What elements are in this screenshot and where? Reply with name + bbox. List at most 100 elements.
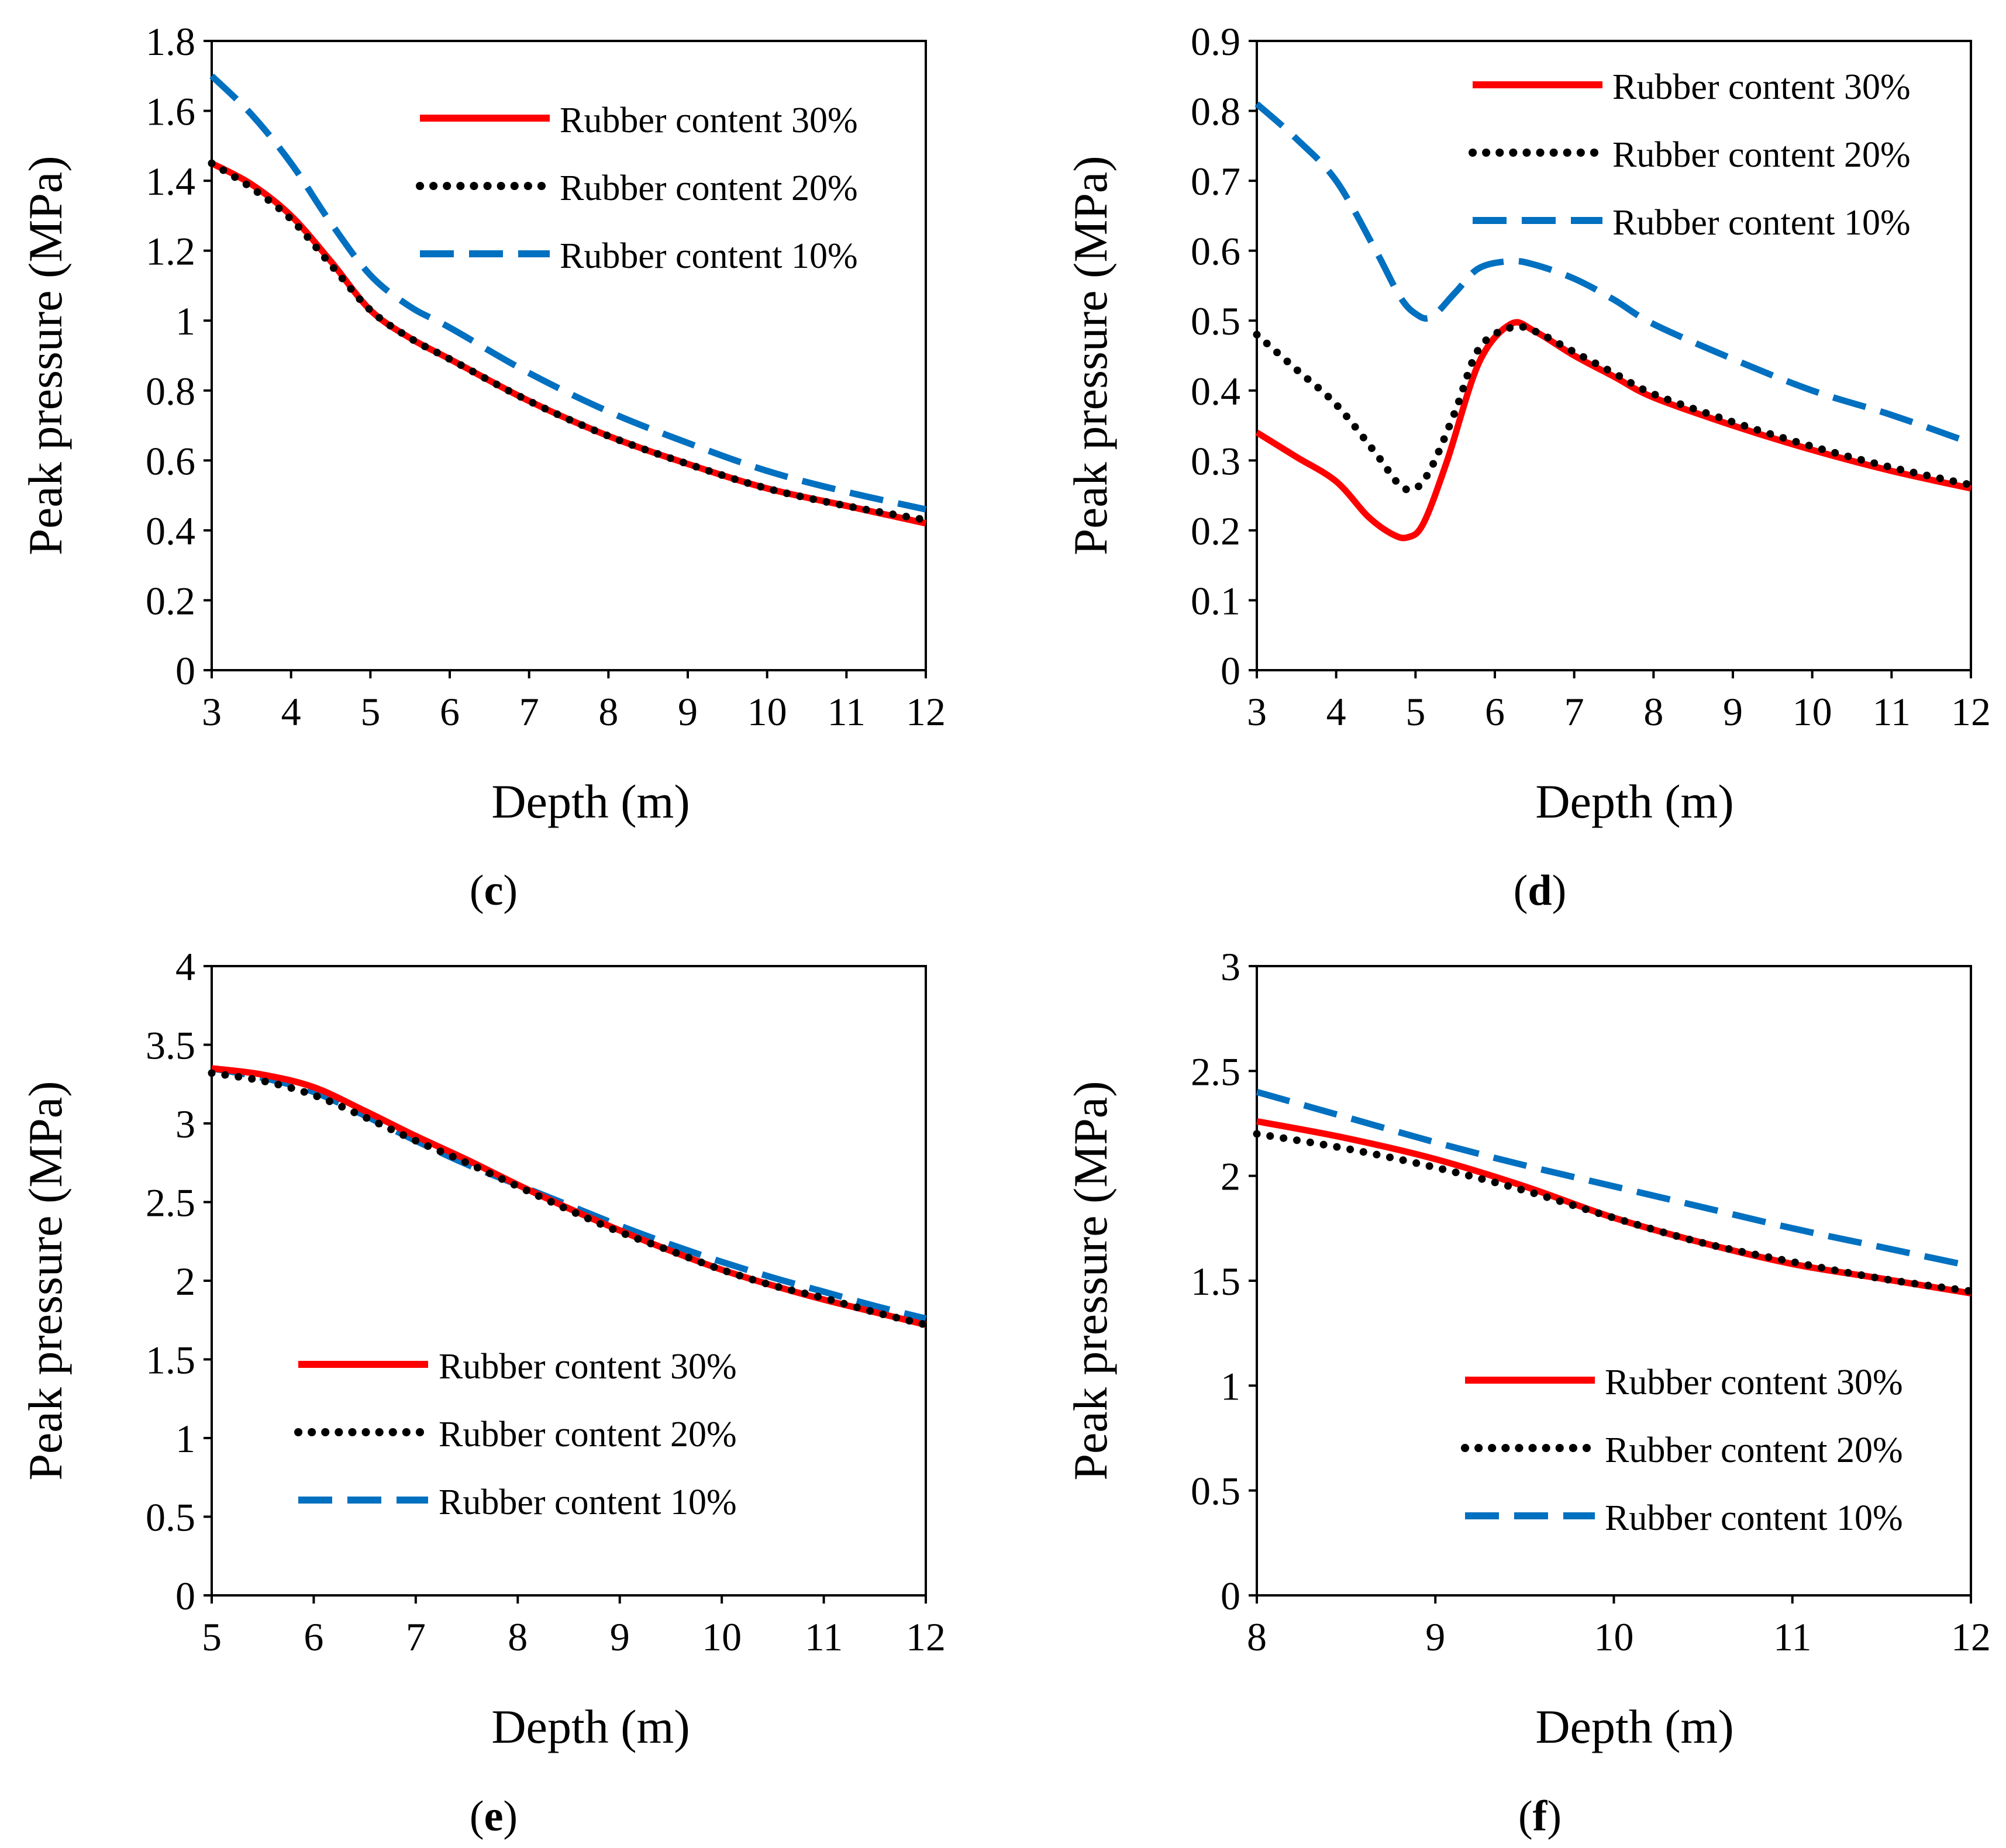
- y-tick-label: 4: [175, 944, 195, 989]
- series-line-d-rubber-content-30: [1255, 319, 1972, 542]
- y-tick-label: 1.2: [146, 229, 195, 274]
- panel-e: 0 0.5 1 1.5 2 2.5 3 3.5 4 5 6 7 8 9 10 11 12 Peak press…: [19, 944, 946, 1840]
- x-tick-label: 7: [519, 689, 539, 734]
- y-tick-label: 0.5: [146, 1495, 195, 1540]
- y-tick-label: 1.6: [146, 89, 195, 134]
- x-axis-label-e: Depth (m): [491, 1700, 690, 1753]
- x-tick-label: 3: [202, 689, 222, 734]
- series-lines-f: [1253, 1088, 1975, 1297]
- x-tick-label: 6: [1485, 689, 1505, 734]
- y-tick-label: 0.8: [146, 369, 195, 413]
- y-tick-label: 0.5: [1191, 1469, 1240, 1513]
- tick-marks-d: [1249, 40, 1972, 678]
- y-tick-label: 1.4: [146, 159, 195, 204]
- y-tick-label: 0: [1221, 649, 1240, 693]
- panel-label-d: (d): [1514, 867, 1566, 915]
- x-tick-label: 8: [1643, 689, 1663, 734]
- legend-e: Rubber content 30% Rubber content 20% Ru…: [294, 1347, 737, 1522]
- x-tick-label: 6: [440, 689, 460, 734]
- legend-label-e-1: Rubber content 20%: [439, 1415, 737, 1454]
- series-line-c-rubber-content-20: [208, 159, 930, 524]
- y-tick-label: 0.1: [1191, 578, 1240, 623]
- x-tick-label: 8: [1247, 1615, 1267, 1659]
- legend-label-e-2: Rubber content 10%: [439, 1482, 737, 1522]
- y-tick-label: 0.5: [1191, 299, 1240, 343]
- x-tick-label: 7: [406, 1615, 426, 1659]
- legend-label-d-1: Rubber content 20%: [1612, 135, 1911, 175]
- y-tick-label: 1.8: [146, 19, 195, 64]
- x-tick-label: 9: [1723, 689, 1743, 734]
- legend-label-f-0: Rubber content 30%: [1605, 1363, 1903, 1402]
- y-tick-label: 0.2: [146, 578, 195, 623]
- x-tick-label: 10: [1793, 689, 1832, 734]
- x-tick-label: 8: [598, 689, 618, 734]
- series-lines-e: [208, 1065, 930, 1329]
- series-line-f-rubber-content-20: [1253, 1130, 1975, 1295]
- y-tick-labels-f: 0 0.5 1 1.5 2 2.5 3: [1191, 944, 1240, 1618]
- x-tick-label: 11: [805, 1615, 843, 1659]
- x-tick-label: 3: [1247, 689, 1267, 734]
- y-tick-label: 0: [175, 649, 195, 693]
- plot-area-e: [211, 965, 927, 1597]
- y-tick-labels-e: 0 0.5 1 1.5 2 2.5 3 3.5 4: [146, 944, 195, 1618]
- x-tick-labels-d: 3 4 5 6 7 8 9 10 11 12: [1247, 689, 1991, 734]
- y-tick-label: 0.4: [146, 509, 195, 553]
- x-axis-label-d: Depth (m): [1535, 775, 1733, 828]
- y-tick-label: 0: [1221, 1574, 1240, 1618]
- x-tick-label: 5: [202, 1615, 222, 1659]
- x-tick-label: 5: [360, 689, 380, 734]
- series-line-d-rubber-content-20: [1253, 322, 1975, 494]
- x-tick-label: 8: [508, 1615, 528, 1659]
- x-tick-label: 7: [1564, 689, 1584, 734]
- y-tick-label: 0.6: [1191, 229, 1240, 274]
- legend-label-f-2: Rubber content 10%: [1605, 1498, 1903, 1538]
- y-tick-label: 0.9: [1191, 19, 1240, 64]
- series-lines-c: [208, 73, 930, 527]
- panel-f: 0 0.5 1 1.5 2 2.5 3 8 9 10 11 12 Peak pressure (MP…: [1064, 944, 1991, 1840]
- tick-marks-f: [1249, 965, 1972, 1604]
- y-tick-label: 2: [175, 1259, 195, 1304]
- y-tick-label: 0.7: [1191, 159, 1240, 204]
- x-tick-label: 6: [304, 1615, 323, 1659]
- series-lines-d: [1253, 101, 1975, 542]
- series-line-d-rubber-content-10: [1254, 101, 1972, 446]
- y-tick-label: 2.5: [1191, 1049, 1240, 1094]
- tick-marks-e: [204, 965, 927, 1604]
- x-tick-label: 12: [1951, 689, 1991, 734]
- x-tick-label: 11: [828, 689, 866, 734]
- y-tick-label: 0.3: [1191, 439, 1240, 483]
- plot-area-f: [1256, 965, 1972, 1597]
- y-tick-label: 0.6: [146, 439, 195, 483]
- x-tick-label: 10: [702, 1615, 742, 1659]
- y-tick-label: 1: [175, 299, 195, 343]
- y-tick-label: 0: [175, 1574, 195, 1618]
- y-tick-label: 1.5: [1191, 1259, 1240, 1304]
- x-axis-label-f: Depth (m): [1535, 1700, 1733, 1753]
- y-tick-label: 1: [175, 1416, 195, 1461]
- legend-f: Rubber content 30% Rubber content 20% Ru…: [1461, 1363, 1903, 1538]
- legend-label-d-0: Rubber content 30%: [1612, 67, 1911, 107]
- x-tick-labels-e: 5 6 7 8 9 10 11 12: [202, 1615, 946, 1659]
- x-tick-labels-c: 3 4 5 6 7 8 9 10 11 12: [202, 689, 946, 734]
- x-tick-label: 11: [1873, 689, 1911, 734]
- x-tick-label: 9: [610, 1615, 630, 1659]
- plot-area-d: [1256, 40, 1972, 671]
- series-line-c-rubber-content-10: [209, 73, 927, 513]
- y-tick-label: 1.5: [146, 1338, 195, 1382]
- x-tick-label: 9: [678, 689, 698, 734]
- x-tick-label: 12: [906, 689, 946, 734]
- panel-c: 0 0.2 0.4 0.6 0.8 1 1.2 1.4 1.6 1.8 3 4 5 6 7 8 9 10 11 12…: [19, 19, 946, 915]
- plot-area-c: [211, 40, 927, 671]
- legend-d: Rubber content 30% Rubber content 20% Ru…: [1469, 67, 1911, 243]
- x-tick-label: 5: [1405, 689, 1425, 734]
- legend-label-d-2: Rubber content 10%: [1612, 203, 1911, 243]
- y-axis-label-d: Peak pressure (MPa): [1064, 156, 1117, 555]
- y-tick-labels-c: 0 0.2 0.4 0.6 0.8 1 1.2 1.4 1.6 1.8: [146, 19, 195, 693]
- x-axis-label-c: Depth (m): [491, 775, 690, 828]
- y-tick-label: 3: [1221, 944, 1240, 989]
- panel-d: 0 0.1 0.2 0.3 0.4 0.5 0.6 0.7 0.8 0.9 3 4 5 6 7 8 9 10 11…: [1064, 19, 1991, 915]
- y-tick-label: 2.5: [146, 1181, 195, 1225]
- y-tick-label: 2: [1221, 1154, 1240, 1199]
- y-tick-label: 1: [1221, 1364, 1240, 1408]
